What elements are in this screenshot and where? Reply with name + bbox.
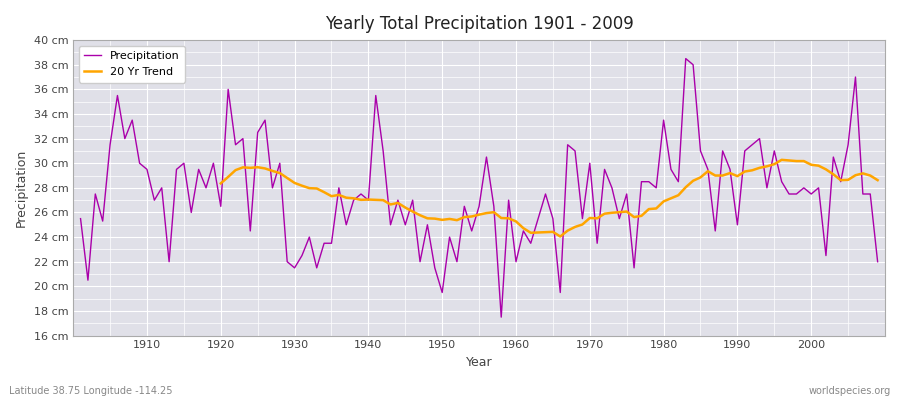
Precipitation [518, 228, 529, 233]
Text: worldspecies.org: worldspecies.org [809, 386, 891, 396]
20 Yr Trend [415, 213, 426, 218]
Precipitation [872, 259, 883, 264]
Precipitation [510, 259, 521, 264]
X-axis label: Year: Year [466, 356, 492, 369]
Precipitation [297, 253, 308, 258]
Precipitation [75, 216, 86, 221]
Precipitation [341, 222, 352, 227]
Line: 20 Yr Trend: 20 Yr Trend [220, 160, 878, 236]
20 Yr Trend [769, 162, 779, 166]
20 Yr Trend [858, 171, 868, 176]
20 Yr Trend [555, 234, 566, 239]
Y-axis label: Precipitation: Precipitation [15, 149, 28, 227]
20 Yr Trend [680, 185, 691, 190]
20 Yr Trend [304, 186, 315, 190]
20 Yr Trend [215, 181, 226, 186]
20 Yr Trend [777, 158, 788, 162]
Text: Latitude 38.75 Longitude -114.25: Latitude 38.75 Longitude -114.25 [9, 386, 173, 396]
Precipitation [607, 186, 617, 190]
Legend: Precipitation, 20 Yr Trend: Precipitation, 20 Yr Trend [78, 46, 185, 82]
Precipitation [680, 56, 691, 61]
20 Yr Trend [791, 159, 802, 164]
Title: Yearly Total Precipitation 1901 - 2009: Yearly Total Precipitation 1901 - 2009 [325, 15, 634, 33]
Precipitation [496, 315, 507, 320]
20 Yr Trend [872, 178, 883, 182]
Precipitation [134, 161, 145, 166]
Line: Precipitation: Precipitation [80, 58, 878, 317]
